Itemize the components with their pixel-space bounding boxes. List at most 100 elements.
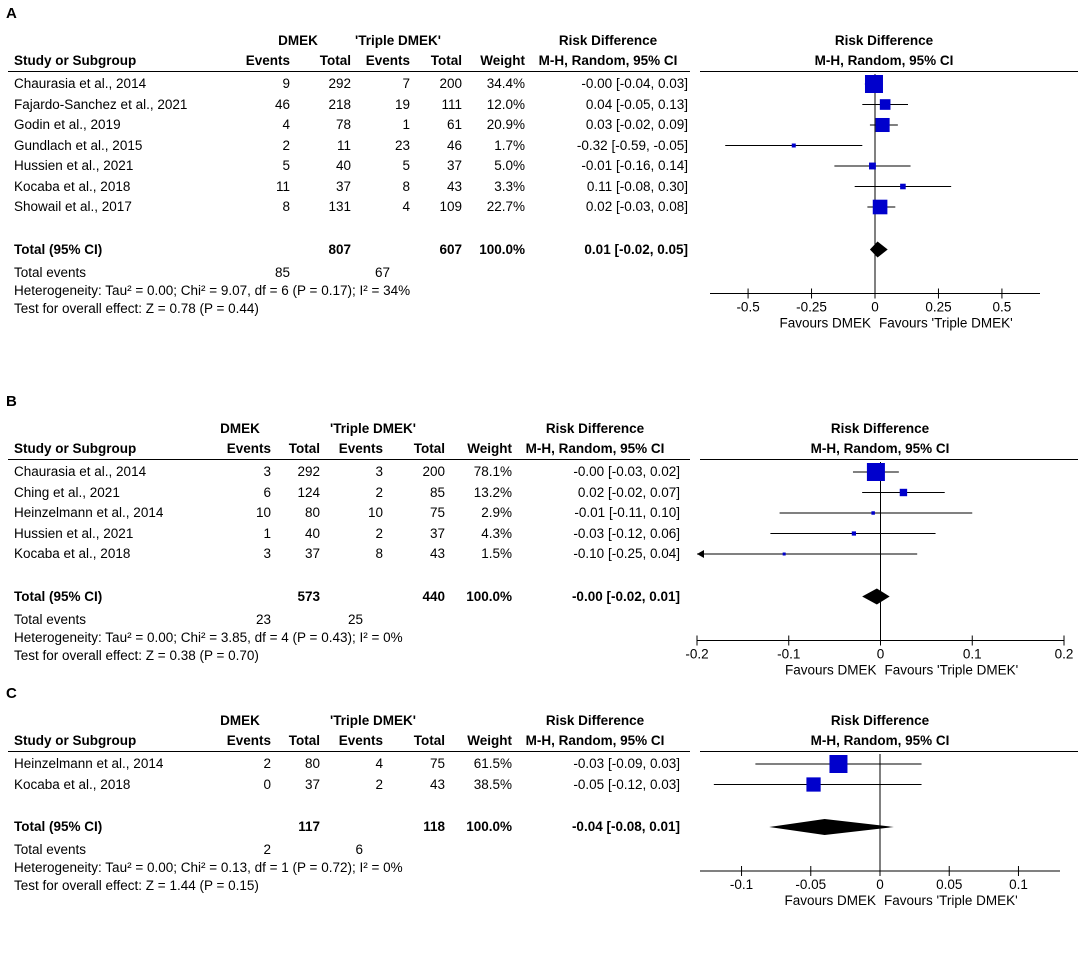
- study-name: Gundlach et al., 2015: [14, 137, 143, 153]
- header-underline-left: [8, 459, 690, 460]
- header-underline-right: [700, 459, 1078, 460]
- total-weight: 100.0%: [466, 588, 512, 604]
- events2-column-header: Events: [365, 53, 410, 68]
- total2-value: 75: [429, 756, 445, 771]
- study-column-header: Study or Subgroup: [14, 441, 137, 456]
- study-name: Showail et al., 2017: [14, 199, 132, 214]
- study-name: Chaurasia et al., 2014: [14, 76, 147, 91]
- heterogeneity-text: Heterogeneity: Tau² = 0.00; Chi² = 9.07,…: [14, 282, 411, 298]
- effect-method-header: M-H, Random, 95% CI: [525, 733, 665, 748]
- total2-value: 43: [429, 776, 445, 792]
- ci-arrow-left: [697, 550, 704, 558]
- forest-panel-b: B DMEK 'Triple DMEK' Risk Difference Risk Di…: [0, 388, 1084, 680]
- forest-plot-area: -0.2 -0.1 0 0.1 0.2 Favours DMEK Favours 'Trip…: [685, 462, 1073, 678]
- total2-value: 37: [429, 525, 445, 541]
- weight-value: 20.9%: [486, 117, 525, 132]
- events1-value: 11: [275, 178, 290, 194]
- total1-value: 80: [304, 756, 320, 771]
- total2-sum: 440: [422, 588, 445, 604]
- total2-value: 61: [446, 117, 462, 132]
- study-name: Hussien et al., 2021: [14, 158, 134, 173]
- weight-value: 22.7%: [486, 199, 525, 214]
- total1-value: 292: [328, 76, 351, 91]
- panel-letter: A: [6, 5, 17, 22]
- weight-value: 61.5%: [473, 756, 512, 771]
- total1-value: 37: [304, 546, 320, 561]
- total-label: Total (95% CI): [14, 241, 103, 257]
- total2-value: 200: [439, 76, 462, 91]
- total1-value: 40: [335, 158, 351, 173]
- weight-value: 12.0%: [486, 96, 525, 112]
- overall-effect-text: Test for overall effect: Z = 0.38 (P = 0…: [14, 647, 259, 663]
- favours-right-label: Favours 'Triple DMEK': [885, 663, 1019, 678]
- ci-value: -0.03 [-0.09, 0.03]: [573, 756, 680, 771]
- weight-value: 38.5%: [473, 776, 512, 792]
- weight-value: 5.0%: [494, 158, 525, 173]
- x-axis-tick-label: 0: [876, 877, 884, 892]
- study-marker: [869, 162, 876, 170]
- x-axis-tick-label: -0.25: [796, 300, 827, 315]
- plot-title-header: Risk Difference: [830, 421, 930, 436]
- events1-column-header: Events: [245, 53, 290, 68]
- pooled-diamond: [769, 819, 894, 835]
- group1-header: DMEK: [220, 421, 260, 436]
- study-name: Hussien et al., 2021: [14, 525, 134, 541]
- overall-effect-text: Test for overall effect: Z = 0.78 (P = 0…: [14, 300, 259, 316]
- x-axis-tick-label: 0: [877, 647, 885, 662]
- ci-value: -0.00 [-0.03, 0.02]: [573, 464, 680, 479]
- weight-value: 1.7%: [494, 137, 525, 153]
- ci-value: -0.05 [-0.12, 0.03]: [573, 776, 680, 792]
- effect-title-header: Risk Difference: [545, 421, 645, 436]
- group2-header: 'Triple DMEK': [330, 713, 416, 728]
- ci-value: -0.01 [-0.16, 0.14]: [581, 158, 688, 173]
- total2-column-header: Total: [413, 441, 445, 456]
- events1-column-header: Events: [226, 733, 271, 748]
- plot-method-header: M-H, Random, 95% CI: [810, 441, 950, 456]
- study-name: Godin et al., 2019: [14, 117, 121, 132]
- plot-method-header: M-H, Random, 95% CI: [810, 733, 950, 748]
- study-marker: [851, 531, 857, 536]
- weight-value: 3.3%: [494, 178, 525, 194]
- events2-value: 2: [375, 525, 383, 541]
- study-column-header: Study or Subgroup: [14, 733, 137, 748]
- study-name: Fajardo-Sanchez et al., 2021: [14, 96, 188, 112]
- events2-value: 7: [402, 76, 410, 91]
- events1-value: 46: [274, 96, 290, 112]
- panel-letter: C: [6, 685, 17, 702]
- events2-value: 19: [394, 96, 410, 112]
- study-column-header: Study or Subgroup: [14, 53, 137, 68]
- events1-value: 8: [282, 199, 290, 214]
- total1-value: 37: [335, 178, 351, 194]
- effect-title-header: Risk Difference: [545, 713, 645, 728]
- events1-value: 4: [282, 117, 290, 132]
- favours-right-label: Favours 'Triple DMEK': [879, 316, 1013, 331]
- ci-value: -0.01 [-0.11, 0.10]: [574, 505, 680, 520]
- total1-value: 37: [304, 776, 320, 792]
- effect-method-header: M-H, Random, 95% CI: [525, 441, 665, 456]
- events1-value: 3: [263, 464, 271, 479]
- x-axis-tick-label: 0.25: [925, 300, 951, 315]
- x-axis-tick-label: 0.1: [963, 647, 982, 662]
- total-events2: 6: [355, 842, 363, 857]
- total1-value: 292: [297, 464, 320, 479]
- total2-column-header: Total: [413, 733, 445, 748]
- total1-value: 40: [304, 525, 320, 541]
- total-events1: 23: [255, 611, 271, 627]
- group2-header: 'Triple DMEK': [330, 421, 416, 436]
- events1-value: 2: [282, 137, 290, 153]
- total1-value: 78: [335, 117, 351, 132]
- group1-header: DMEK: [278, 33, 318, 48]
- study-marker: [871, 511, 875, 515]
- study-marker: [806, 777, 821, 792]
- x-axis-tick-label: -0.2: [685, 647, 708, 662]
- total-events2: 67: [374, 264, 390, 280]
- events2-value: 2: [375, 484, 383, 500]
- ci-value: -0.32 [-0.59, -0.05]: [576, 137, 688, 153]
- group1-header: DMEK: [220, 713, 260, 728]
- events1-value: 6: [263, 484, 271, 500]
- total2-sum: 607: [439, 241, 462, 257]
- ci-value: 0.02 [-0.03, 0.08]: [585, 199, 688, 214]
- total2-value: 111: [441, 96, 462, 112]
- study-marker: [872, 199, 888, 215]
- weight-value: 2.9%: [481, 505, 512, 520]
